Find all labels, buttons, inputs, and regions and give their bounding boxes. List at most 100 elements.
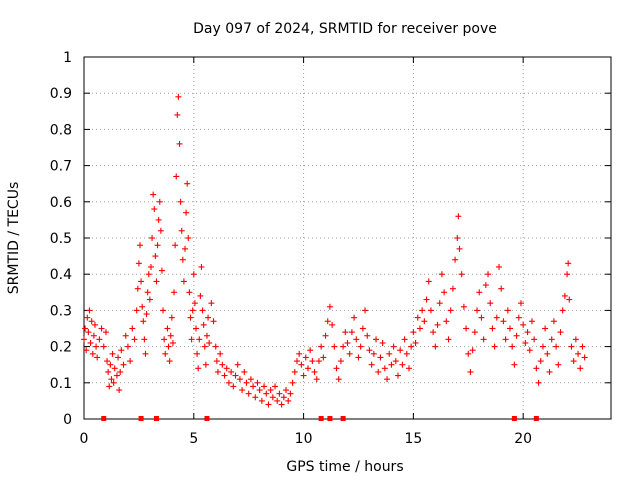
data-point: [196, 336, 203, 343]
data-point: [498, 285, 505, 292]
data-point: [190, 271, 197, 278]
data-point: [559, 307, 566, 314]
data-point: [105, 368, 112, 375]
data-point: [368, 361, 375, 368]
data-point: [83, 347, 90, 354]
data-point: [469, 347, 476, 354]
y-axis-label: SRMTID / TECUs: [6, 182, 22, 295]
data-point: [535, 379, 542, 386]
data-point: [111, 365, 118, 372]
data-point: [337, 358, 344, 365]
data-point: [307, 347, 314, 354]
data-point: [258, 397, 265, 404]
data-point: [127, 358, 134, 365]
data-point: [408, 343, 415, 350]
data-point: [141, 336, 148, 343]
data-point: [177, 198, 184, 205]
data-point: [158, 267, 165, 274]
data-point: [329, 321, 336, 328]
data-point: [522, 339, 529, 346]
data-point: [247, 376, 254, 383]
data-point: [239, 387, 246, 394]
data-point: [86, 307, 93, 314]
data-point: [531, 336, 538, 343]
data-point: [205, 314, 212, 321]
data-point: [285, 397, 292, 404]
data-point: [139, 303, 146, 310]
data-point: [438, 271, 445, 278]
y-tick-label: 0.5: [50, 231, 72, 247]
data-point: [129, 325, 136, 332]
data-point: [261, 383, 268, 390]
data-point: [401, 336, 408, 343]
data-point: [155, 216, 162, 223]
data-point: [423, 296, 430, 303]
data-point: [416, 325, 423, 332]
data-point: [186, 289, 193, 296]
data-point: [144, 289, 151, 296]
data-point: [107, 361, 114, 368]
zero-marker: [204, 416, 210, 421]
data-point: [154, 242, 161, 249]
data-point: [214, 368, 221, 375]
data-point: [203, 332, 210, 339]
data-point: [88, 318, 95, 325]
data-point: [397, 347, 404, 354]
data-point: [399, 361, 406, 368]
data-point: [375, 368, 382, 375]
y-tick-label: 0.7: [50, 159, 72, 175]
data-point: [188, 336, 195, 343]
data-point: [140, 318, 147, 325]
plot-frame: [83, 56, 612, 420]
data-point: [184, 180, 191, 187]
data-point: [533, 365, 540, 372]
data-point: [565, 260, 572, 267]
data-point: [169, 339, 176, 346]
data-point: [520, 321, 527, 328]
data-point: [263, 390, 270, 397]
data-point: [291, 368, 298, 375]
y-tick-label: 0.1: [50, 376, 72, 392]
data-point: [208, 300, 215, 307]
data-point: [96, 336, 103, 343]
data-point: [228, 368, 235, 375]
data-point: [173, 173, 180, 180]
data-point: [143, 311, 150, 318]
data-point: [379, 339, 386, 346]
data-point: [269, 394, 276, 401]
data-point: [106, 383, 113, 390]
data-point: [98, 325, 105, 332]
data-point: [366, 347, 373, 354]
data-point: [509, 343, 516, 350]
data-point: [219, 361, 226, 368]
data-point: [241, 368, 248, 375]
data-point: [496, 263, 503, 270]
data-point: [427, 307, 434, 314]
data-point: [524, 329, 531, 336]
data-point: [178, 227, 185, 234]
data-point: [93, 343, 100, 350]
data-point: [436, 300, 443, 307]
x-tick-label: 10: [295, 431, 313, 447]
data-point: [278, 401, 285, 408]
axis-ticks: 00.10.20.30.40.50.60.70.80.910 5 10 15 20: [50, 50, 611, 447]
x-tick-label: 15: [404, 431, 422, 447]
data-point: [528, 318, 535, 325]
data-point: [460, 303, 467, 310]
data-point: [199, 307, 206, 314]
data-point: [221, 372, 228, 379]
data-point: [183, 209, 190, 216]
data-point: [386, 350, 393, 357]
data-point: [90, 332, 97, 339]
data-point: [138, 278, 145, 285]
data-point: [254, 379, 261, 386]
data-point: [390, 343, 397, 350]
data-point: [91, 321, 98, 328]
y-tick-label: 1: [63, 50, 72, 66]
data-point: [153, 278, 160, 285]
data-point: [109, 350, 116, 357]
data-point: [570, 358, 577, 365]
x-tick-label: 0: [80, 431, 89, 447]
zero-marker: [101, 416, 107, 421]
data-point: [513, 332, 520, 339]
